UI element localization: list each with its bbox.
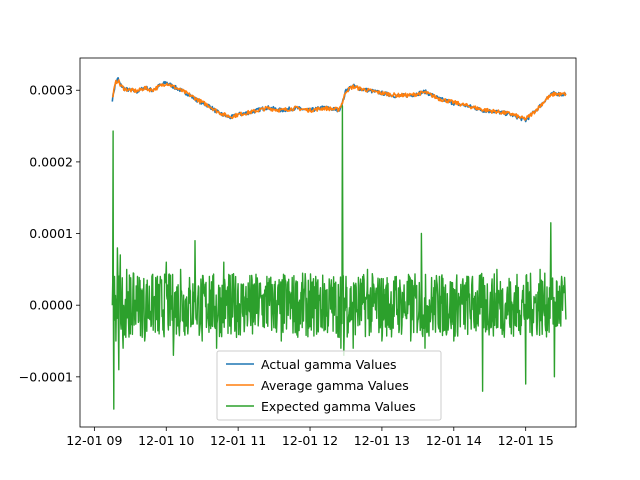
y-tick-label: 0.0001 [29,226,73,241]
x-tick-label: 12-01 10 [138,433,194,448]
x-tick-label: 12-01 14 [426,433,482,448]
legend-label-average: Average gamma Values [261,378,409,393]
y-tick-label: 0.0002 [29,154,73,169]
y-tick-label: −0.0001 [19,369,73,384]
series-line-expected [111,105,567,410]
axes-frame [79,57,577,428]
y-tick-label: 0.0003 [29,83,73,98]
legend-box [216,350,442,421]
series-line-actual [111,77,567,123]
x-tick-label: 12-01 15 [498,433,554,448]
series-line-average [111,79,567,121]
legend: Actual gamma Values Average gamma Values… [216,350,442,421]
legend-label-expected: Expected gamma Values [261,399,416,414]
x-tick-label: 12-01 09 [66,433,122,448]
legend-label-actual: Actual gamma Values [261,357,397,372]
x-tick-label: 12-01 12 [282,433,338,448]
x-axis: 12-01 09 12-01 10 12-01 11 12-01 12 12-01 13… [66,427,554,448]
x-tick-label: 12-01 11 [210,433,266,448]
plot-area [111,77,567,410]
y-tick-label: 0.0000 [29,298,73,313]
y-axis: −0.0001 0.0000 0.0001 0.0002 0.0003 [19,83,80,384]
x-tick-label: 12-01 13 [354,433,410,448]
